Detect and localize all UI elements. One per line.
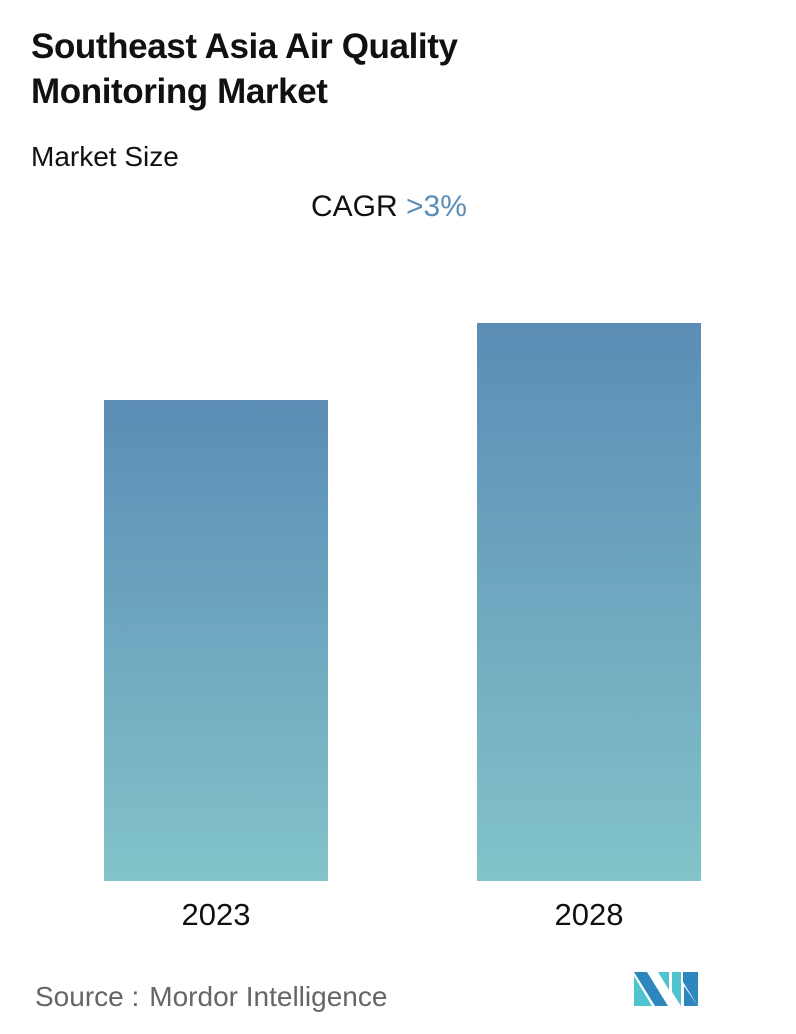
bar-2028 <box>477 323 701 881</box>
mordor-intelligence-logo-icon <box>634 972 698 1006</box>
source-name: Mordor Intelligence <box>149 981 388 1012</box>
chart-subtitle: Market Size <box>31 141 179 172</box>
logo-right-light <box>672 972 681 1006</box>
cagr-annotation: CAGR >3% <box>311 188 467 226</box>
logo-left-light <box>634 976 652 1006</box>
x-label-2023: 2023 <box>181 897 251 932</box>
cagr-label: CAGR <box>311 190 398 223</box>
chart-title: Southeast Asia Air Quality Monitoring Ma… <box>31 27 458 111</box>
logo-left-dark <box>634 972 668 1006</box>
source-label: Source : <box>35 981 140 1012</box>
logo-mid-light <box>658 972 669 990</box>
logo-right-dark <box>683 972 698 1006</box>
cagr-value: >3% <box>406 190 467 223</box>
source-attribution: Source : Mordor Intelligence <box>35 979 387 1015</box>
logo-right-accent <box>684 986 698 1006</box>
bar-2023 <box>104 400 328 881</box>
x-label-2028: 2028 <box>554 897 624 932</box>
